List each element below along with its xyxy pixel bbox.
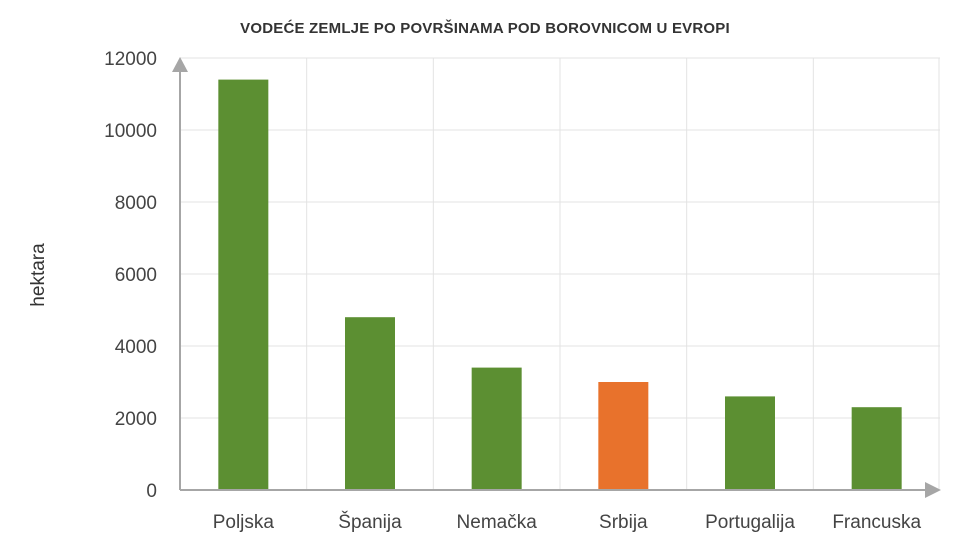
y-tick-label: 6000 — [115, 265, 157, 286]
bar-2 — [345, 317, 395, 490]
bar-5 — [725, 396, 775, 490]
bar-1 — [218, 79, 269, 490]
bars — [218, 79, 902, 490]
x-tick-label: Portugalija — [705, 512, 795, 533]
gridlines — [180, 57, 940, 490]
y-tick-label: 4000 — [115, 337, 157, 358]
bar-4 — [598, 382, 649, 490]
y-axis-arrow-icon — [172, 57, 188, 72]
y-tick-label: 8000 — [115, 193, 157, 214]
bar-3 — [471, 367, 522, 490]
x-tick-label: Poljska — [213, 512, 275, 533]
x-tick-label: Nemačka — [457, 512, 538, 533]
x-tick-labels: Poljska Španija Nemačka Srbija Portugalija Fr… — [213, 511, 922, 533]
x-tick-label: Španija — [338, 511, 402, 533]
y-tick-label: 10000 — [104, 121, 157, 142]
y-tick-label: 0 — [146, 481, 157, 502]
bar-6 — [851, 407, 902, 490]
y-tick-labels: 0 2000 4000 6000 8000 10000 12000 — [104, 49, 157, 502]
x-tick-label: Francuska — [832, 512, 921, 533]
y-tick-label: 2000 — [115, 409, 157, 430]
x-axis-arrow-icon — [925, 482, 941, 498]
chart-title: VODEĆE ZEMLJE PO POVRŠINAMA POD BOROVNIC… — [240, 20, 730, 37]
x-tick-label: Srbija — [599, 512, 648, 533]
y-axis-title: hektara — [28, 243, 49, 307]
axes — [172, 57, 941, 498]
y-tick-label: 12000 — [104, 49, 157, 70]
